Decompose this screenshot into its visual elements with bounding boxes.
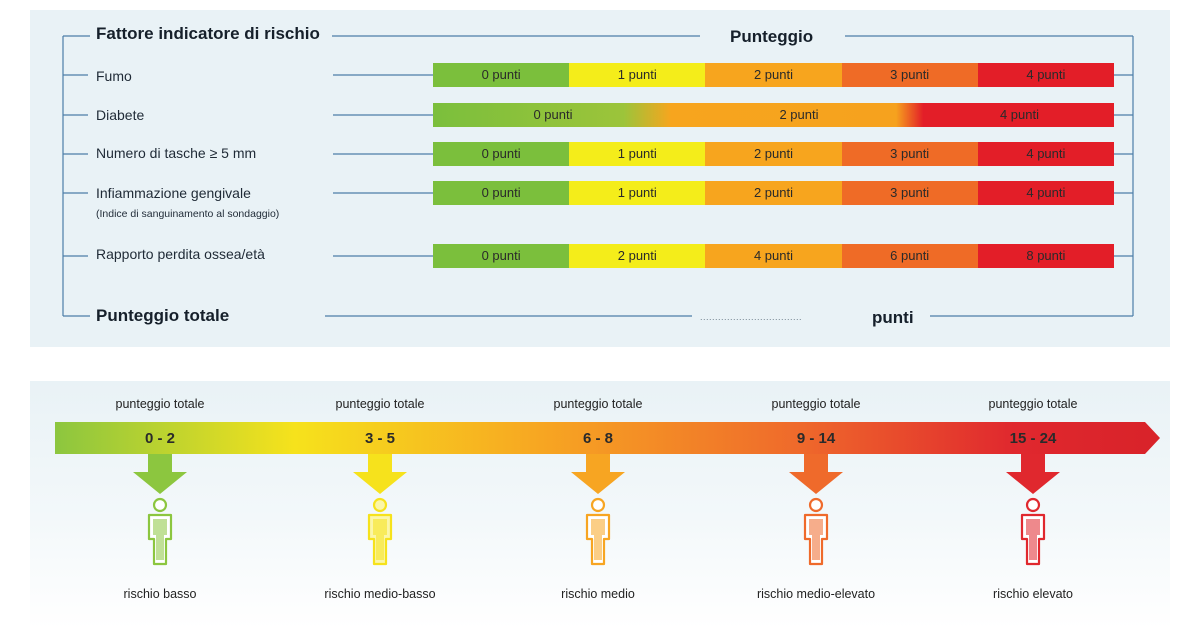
score-cell: 3 punti	[841, 181, 978, 205]
total-unit: punti	[872, 308, 914, 327]
person-icon	[1020, 497, 1046, 566]
factor-header: Fattore indicatore di rischio	[96, 24, 320, 43]
down-arrow-icon	[1006, 454, 1060, 494]
gradient-bar-tip	[1145, 422, 1160, 454]
score-cell: 4 punti	[977, 181, 1114, 205]
score-cell: 0 punti	[433, 142, 570, 166]
risk-level-label: rischio medio-elevato	[756, 587, 876, 601]
score-cell: 4 punti	[999, 107, 1040, 122]
total-score-caption: punteggio totale	[771, 397, 861, 411]
total-label: Punteggio totale	[96, 306, 230, 325]
score-cell: 1 punti	[569, 63, 706, 87]
score-range-label: 15 - 24	[1009, 430, 1057, 447]
person-icon	[803, 497, 829, 566]
down-arrow-icon	[571, 454, 625, 494]
score-cell: 2 punti	[705, 63, 842, 87]
score-range-label: 3 - 5	[364, 430, 396, 447]
score-cell: 1 punti	[569, 181, 706, 205]
total-score-caption: punteggio totale	[335, 397, 425, 411]
score-cell: 0 punti	[433, 244, 570, 268]
score-header: Punteggio	[730, 27, 814, 46]
score-cell: 0 punti	[533, 107, 573, 122]
total-score-caption: punteggio totale	[553, 397, 643, 411]
score-cell: 2 punti	[569, 244, 706, 268]
row-label-infiammazione: Infiammazione gengivale	[96, 185, 251, 201]
down-arrow-icon	[789, 454, 843, 494]
row-label-rapporto: Rapporto perdita ossea/età	[96, 246, 265, 262]
score-range-label: 6 - 8	[582, 430, 614, 447]
score-cell: 0 punti	[433, 63, 570, 87]
score-cell: 2 punti	[705, 181, 842, 205]
score-cell: 2 punti	[779, 107, 819, 122]
row-label-tasche: Numero di tasche ≥ 5 mm	[96, 145, 257, 161]
score-cell: 3 punti	[841, 142, 978, 166]
score-cell: 4 punti	[705, 244, 842, 268]
person-icon	[367, 497, 393, 566]
score-cell: 8 punti	[977, 244, 1114, 268]
total-score-caption: punteggio totale	[988, 397, 1078, 411]
score-cell: 4 punti	[977, 142, 1114, 166]
person-icon	[585, 497, 611, 566]
score-cell: 2 punti	[705, 142, 842, 166]
score-cell: 0 punti	[433, 181, 570, 205]
score-cell: 3 punti	[841, 63, 978, 87]
total-placeholder: ..................................	[700, 312, 803, 322]
diabete-gradient-bar	[433, 103, 1114, 127]
risk-gradient-bar	[55, 422, 1145, 454]
score-cell: 4 punti	[977, 63, 1114, 87]
score-cell: 1 punti	[569, 142, 706, 166]
row-label-diabete: Diabete	[96, 107, 145, 123]
row-label-fumo: Fumo	[96, 68, 132, 84]
risk-level-label: rischio medio-basso	[324, 587, 436, 601]
risk-level-label: rischio elevato	[993, 587, 1073, 601]
row-sublabel-infiammazione: (Indice di sanguinamento al sondaggio)	[96, 208, 280, 220]
down-arrow-icon	[353, 454, 407, 494]
total-score-caption: punteggio totale	[115, 397, 205, 411]
score-range-label: 0 - 2	[144, 430, 176, 447]
down-arrow-icon	[133, 454, 187, 494]
score-cell: 6 punti	[841, 244, 978, 268]
risk-level-label: rischio medio	[561, 587, 635, 601]
person-icon	[147, 497, 173, 566]
risk-level-label: rischio basso	[123, 587, 197, 601]
score-range-label: 9 - 14	[796, 430, 836, 447]
